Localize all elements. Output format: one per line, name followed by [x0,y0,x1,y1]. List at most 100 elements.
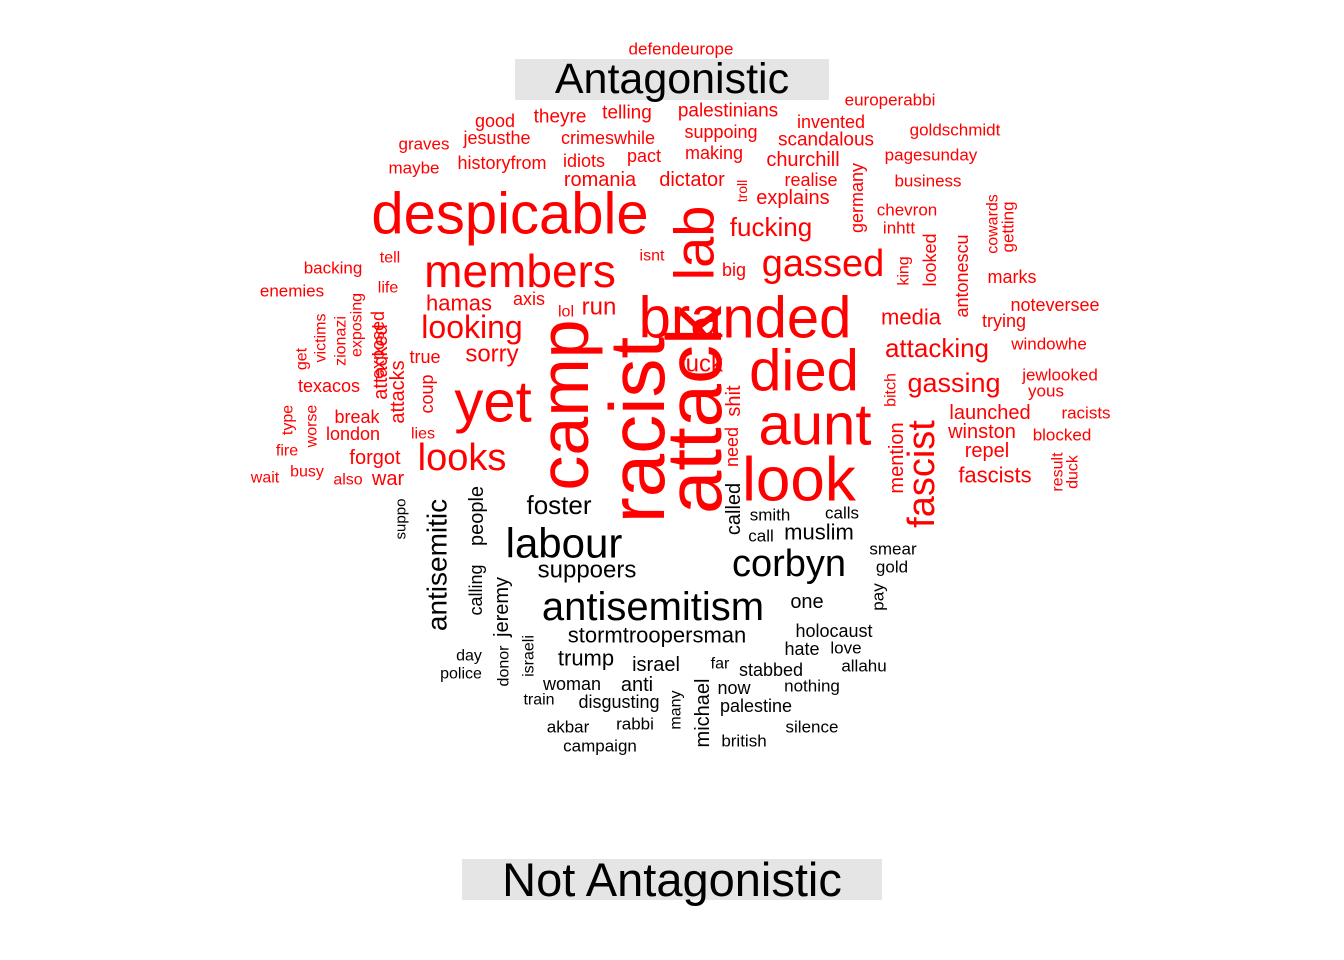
word-isnt: isnt [640,248,665,265]
word-axis: axis [513,289,545,309]
word-fuck: fuck [679,351,724,378]
word-need: need [722,427,742,467]
word-king: king [896,256,913,285]
word-attack: attack [650,305,738,514]
word-exposed: exposed [368,311,388,379]
word-cowards: cowards [985,194,1002,254]
word-attacks: attacks [387,360,409,423]
word-busy: busy [290,464,324,481]
word-campaign: campaign [563,737,637,756]
word-hate: hate [784,639,819,659]
word-pay: pay [869,583,888,611]
antagonistic-group-label: Antagonistic [515,58,829,101]
word-realise: realise [784,170,837,190]
word-trump: trump [558,646,614,671]
word-london: london [326,424,380,444]
word-launched: launched [949,402,1030,424]
word-members: members [424,245,616,297]
word-calling: calling [466,564,486,615]
word-media: media [881,305,942,330]
word-looking: looking [421,309,522,345]
word-yous: yous [1028,382,1064,401]
word-israel: israel [632,654,680,676]
word-calls: calls [825,504,859,523]
word-marks: marks [988,267,1037,287]
word-lab: lab [663,206,726,281]
word-gassed: gassed [762,243,885,285]
not-antagonistic-group-label: Not Antagonistic [462,856,882,903]
word-enemies: enemies [260,282,324,301]
word-camp: camp [525,319,603,490]
word-idiots: idiots [563,151,605,171]
word-mention: mention [886,422,908,493]
word-forgot: forgot [349,447,401,469]
word-romania: romania [564,169,637,191]
word-chevron: chevron [877,201,937,220]
word-woman: woman [542,674,601,694]
word-anti: anti [621,674,653,696]
word-looks: looks [418,437,507,479]
word-blocked: blocked [1033,426,1092,445]
word-silence: silence [786,718,839,737]
word-rabbi: rabbi [616,715,654,734]
word-get: get [294,347,311,370]
word-donor: donor [496,645,513,687]
word-crimeswhile: crimeswhile [561,128,655,148]
word-war: war [371,468,405,490]
word-germany: germany [847,163,867,233]
word-holocaust: holocaust [795,621,872,641]
word-noteversee: noteversee [1010,295,1099,315]
word-churchill: churchill [766,149,839,171]
word-break: break [334,407,380,427]
word-true: true [409,347,440,367]
word-exposing: exposing [349,293,366,357]
word-disgusting: disgusting [578,692,659,712]
word-now: now [717,678,751,698]
word-trying: trying [982,311,1026,331]
word-texacos: texacos [298,376,360,396]
word-far: far [711,656,730,673]
word-invented: invented [797,112,865,132]
word-yet: yet [454,370,531,435]
word-big: big [722,260,746,280]
word-palestinians: palestinians [678,101,778,122]
word-people: people [466,486,488,546]
word-jesusthe: jesusthe [462,128,530,148]
word-winston: winston [947,421,1016,443]
word-muslim: muslim [784,520,854,545]
word-michael: michael [692,679,714,748]
word-inhtt: inhtt [883,219,915,238]
word-stormtroopersman: stormtroopersman [568,623,747,648]
word-type: type [280,405,297,435]
word-allahu: allahu [841,657,886,676]
word-duck: duck [1065,454,1082,489]
word-stabbed: stabbed [739,660,803,680]
word-making: making [685,143,743,163]
word-dictator: dictator [659,169,725,191]
word-troll: troll [734,180,750,203]
word-died: died [749,339,859,404]
word-backing: backing [304,259,363,278]
word-attacking: attacking [885,333,989,363]
word-victims: victims [313,314,330,363]
word-run: run [582,294,617,321]
word-sorry: sorry [465,341,518,368]
word-antonescu: antonescu [952,234,972,317]
word-tell: tell [380,250,400,267]
word-train: train [523,692,554,709]
word-called: called [723,483,745,535]
word-antisemitism: antisemitism [542,585,764,629]
word-israeli: israeli [521,635,538,677]
word-theyre: theyre [534,107,587,128]
word-windowhe: windowhe [1010,335,1087,354]
word-british: british [721,732,766,751]
word-jewlooked: jewlooked [1021,366,1098,385]
word-suppoing: suppoing [684,122,757,142]
word-many: many [668,690,685,729]
word-explains: explains [756,187,829,209]
word-also: also [333,472,362,489]
word-lol: lol [558,304,574,321]
word-coup: coup [417,374,437,413]
